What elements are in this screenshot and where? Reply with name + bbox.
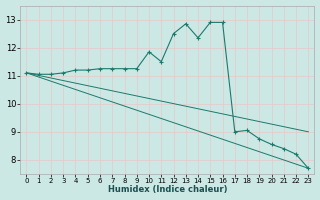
X-axis label: Humidex (Indice chaleur): Humidex (Indice chaleur)	[108, 185, 227, 194]
